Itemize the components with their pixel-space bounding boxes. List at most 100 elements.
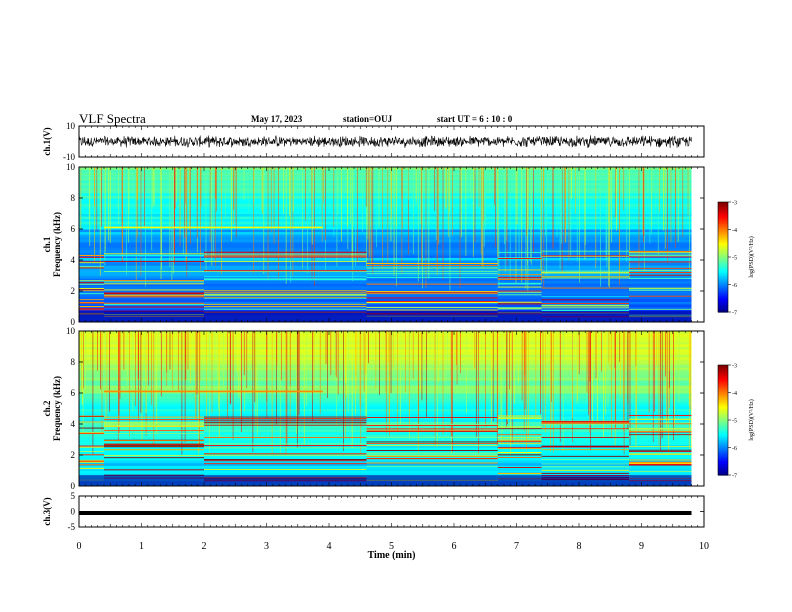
time-tick-label: 4 bbox=[327, 541, 332, 552]
cb1-cell bbox=[718, 273, 728, 276]
start-time-label: start UT = 6 : 10 : 0 bbox=[437, 114, 513, 124]
time-tick-label: 10 bbox=[699, 541, 709, 552]
cb1-cell bbox=[718, 295, 728, 298]
spec1-low-band bbox=[541, 311, 629, 322]
cb1-cell bbox=[718, 203, 728, 207]
spec2-bg-band bbox=[79, 356, 692, 360]
ch3-ytick-label: 5 bbox=[71, 491, 76, 501]
spec2-bg-band bbox=[79, 444, 692, 448]
spec2-ytick-label: 4 bbox=[71, 419, 76, 429]
time-tick-label: 0 bbox=[77, 541, 82, 552]
cb2-cell bbox=[718, 385, 728, 388]
cb1-cell bbox=[718, 293, 728, 297]
cb1-label: log(PSD)(V²/Hz) bbox=[748, 236, 755, 277]
spec2-bg-band bbox=[79, 431, 692, 435]
spec2-bg-band bbox=[79, 408, 692, 412]
cb2-cell bbox=[718, 471, 728, 474]
spec2-bg-band bbox=[79, 354, 692, 358]
time-tick-label: 5 bbox=[389, 541, 394, 552]
cb2-cell bbox=[718, 445, 728, 449]
spec2-bg-band bbox=[79, 418, 692, 422]
ch1-ytick-label: 10 bbox=[66, 121, 76, 131]
cb2-cell bbox=[718, 469, 728, 472]
spec2-bg-band bbox=[79, 364, 692, 368]
spec2-bg-band bbox=[79, 382, 692, 386]
spec2-bg-band bbox=[79, 336, 692, 340]
cb2-cell bbox=[718, 372, 728, 375]
spec2-ytick-label: 0 bbox=[71, 481, 76, 491]
cb1-cell bbox=[718, 280, 728, 284]
cb1-cell bbox=[718, 242, 728, 245]
ch1-colorbar: -3 -4 -5 -6 -7 log(PSD)(V²/Hz) bbox=[717, 201, 755, 317]
spec1-bg-band bbox=[79, 203, 692, 207]
cb2-cell bbox=[718, 451, 728, 454]
cb1-cell bbox=[718, 286, 728, 289]
spec1-bg-band bbox=[79, 190, 692, 194]
spec1-ytick-label: 6 bbox=[71, 224, 76, 234]
spec1-no-data bbox=[691, 167, 704, 322]
spec2-bg-band bbox=[79, 434, 692, 438]
spec2-ytick-label: 6 bbox=[71, 388, 76, 398]
cb2-cell bbox=[718, 394, 728, 397]
cb2-cell bbox=[718, 432, 728, 436]
spec2-bg-band bbox=[79, 465, 692, 469]
cb2-cell bbox=[718, 447, 728, 450]
spec1-bg-band bbox=[79, 239, 692, 243]
spec2-bg-band bbox=[79, 411, 692, 415]
spec1-bg-band bbox=[79, 303, 692, 307]
cb2-cell bbox=[718, 412, 728, 416]
cb1-cell bbox=[718, 222, 728, 225]
ch2-colorbar: -3 -4 -5 -6 -7 log(PSD)(V²/Hz) bbox=[717, 364, 755, 480]
cb2-cell bbox=[718, 453, 728, 456]
cb1-cell bbox=[718, 275, 728, 278]
cb1-tick-label: -6 bbox=[732, 283, 737, 289]
cb1-cell bbox=[718, 202, 728, 205]
cb2-cell bbox=[718, 409, 728, 412]
spec1-bg-band bbox=[79, 216, 692, 220]
spec2-bg-band bbox=[79, 403, 692, 407]
spec1-bg-band bbox=[79, 262, 692, 266]
spec1-bg-band bbox=[79, 198, 692, 202]
spec1-bg-band bbox=[79, 177, 692, 181]
cb1-cell bbox=[718, 271, 728, 275]
spec1-low-band bbox=[497, 311, 542, 322]
cb1-cell bbox=[718, 225, 728, 229]
spec1-bg-band bbox=[79, 275, 692, 279]
cb1-cell bbox=[718, 246, 728, 249]
ch3-ylabel: ch.3(V) bbox=[42, 497, 52, 525]
spec2-bg-band bbox=[79, 343, 692, 347]
spec1-ytick-label: 0 bbox=[71, 317, 76, 327]
cb2-cell bbox=[718, 418, 728, 421]
cb1-cell bbox=[718, 301, 728, 304]
cb2-cell bbox=[718, 467, 728, 471]
chart-title: VLF Spectra bbox=[79, 111, 146, 126]
cb1-cell bbox=[718, 269, 728, 273]
spec2-bg-band bbox=[79, 467, 692, 471]
cb2-cell bbox=[718, 465, 728, 469]
cb1-cell bbox=[718, 249, 728, 253]
spec2-bg-band bbox=[79, 369, 692, 373]
spec1-bg-band bbox=[79, 247, 692, 251]
cb1-cell bbox=[718, 218, 728, 221]
time-tick-label: 7 bbox=[514, 541, 519, 552]
spec1-bg-band bbox=[79, 241, 692, 245]
cb1-cell bbox=[718, 284, 728, 287]
spec2-bg-band bbox=[79, 421, 692, 425]
cb2-cell bbox=[718, 416, 728, 419]
cb2-cell bbox=[718, 442, 728, 445]
cb2-label: log(PSD)(V²/Hz) bbox=[748, 399, 755, 440]
cb1-cell bbox=[718, 213, 728, 216]
station-label: station=OUJ bbox=[343, 114, 393, 124]
cb2-cell bbox=[718, 387, 728, 390]
spec1-bg-band bbox=[79, 267, 692, 271]
spec2-bg-band bbox=[79, 393, 692, 397]
cb2-cell bbox=[718, 456, 728, 460]
cb1-cell bbox=[718, 233, 728, 236]
cb2-cell bbox=[718, 473, 728, 476]
cb2-cell bbox=[718, 460, 728, 463]
cb1-cell bbox=[718, 282, 728, 286]
spec1-bg-band bbox=[79, 285, 692, 289]
cb1-cell bbox=[718, 235, 728, 238]
spec2-bg-band bbox=[79, 426, 692, 430]
